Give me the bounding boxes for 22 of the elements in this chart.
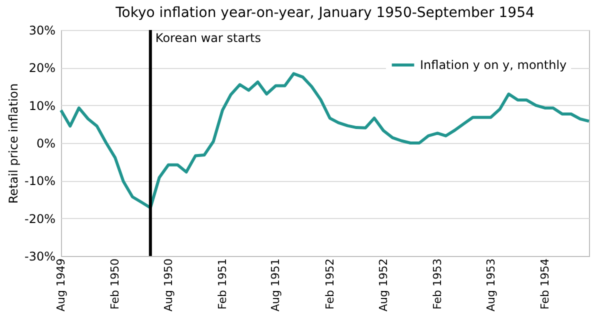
y-tick-label: 20% [28,61,56,76]
y-tick-label: -20% [24,212,56,226]
legend-label: Inflation y on y, monthly [420,58,567,72]
x-tick-label: Aug 1950 [162,258,175,312]
ref-line-label: Korean war starts [155,31,261,45]
x-tick-label: Feb 1952 [323,258,336,310]
x-tick-label: Feb 1950 [108,258,122,310]
x-tick-label: Feb 1953 [431,258,444,310]
y-tick-label: -30% [24,250,56,264]
x-tick-label: Feb 1954 [538,258,552,310]
y-tick-label: 0% [36,136,56,150]
chart-title: Tokyo inflation year-on-year, January 1950-September 1954 [114,5,534,21]
y-tick-label: 30% [28,24,56,38]
x-tick-label: Aug 1953 [484,258,498,312]
y-tick-label: -10% [24,174,56,188]
y-axis-title: Retail price inflation [6,83,20,204]
line-series [60,72,590,210]
x-tick-label: Aug 1952 [376,258,390,312]
y-tick-label: 10% [28,98,56,113]
x-tick-label: Feb 1951 [216,258,229,310]
x-tick-label: Aug 1949 [54,258,68,312]
x-tick-label: Aug 1951 [269,258,282,312]
